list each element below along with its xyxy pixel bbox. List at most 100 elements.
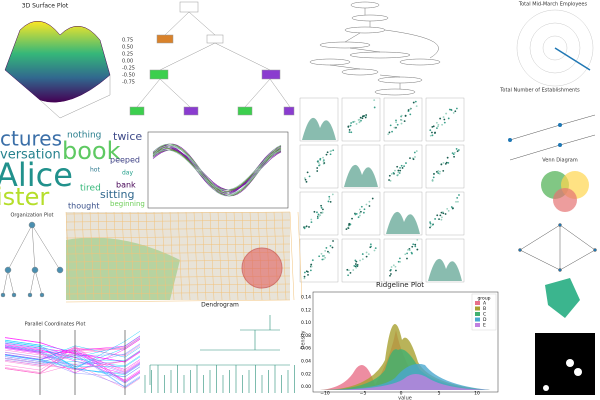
shape: [188, 11, 216, 36]
point: [412, 243, 415, 246]
point: [444, 213, 447, 215]
street: [65, 291, 291, 295]
point: [359, 210, 362, 213]
y-tick-label: 0.06: [301, 346, 311, 352]
shape: [2, 224, 61, 296]
point: [363, 114, 365, 117]
point: [452, 207, 454, 210]
shape: [593, 248, 597, 252]
tick-label: -0.75: [122, 80, 135, 86]
point: [409, 108, 412, 111]
grid: [542, 35, 568, 61]
street: [193, 211, 199, 301]
point: [390, 172, 393, 175]
street: [217, 211, 223, 301]
shape: [11, 292, 17, 298]
point: [429, 221, 432, 224]
point: [324, 256, 327, 259]
point: [353, 120, 356, 123]
point: [348, 222, 351, 225]
shape: [129, 106, 145, 116]
point: [447, 161, 450, 164]
point: [328, 198, 331, 200]
legend-swatch: [475, 317, 480, 322]
cell: [341, 238, 381, 283]
shape: 0.750.500.250.00-0.25-0.50-0.75: [122, 38, 135, 86]
point: [445, 161, 448, 164]
point: [322, 159, 325, 162]
shape: [31, 266, 39, 274]
word: nothing: [67, 131, 101, 141]
point: [394, 169, 396, 172]
point: [309, 269, 312, 272]
point: [303, 275, 306, 278]
word: ister: [0, 183, 49, 211]
point: [408, 249, 411, 252]
point: [316, 167, 319, 169]
cell: [299, 144, 339, 189]
point: [322, 208, 324, 211]
word: book: [62, 137, 121, 165]
point: [405, 162, 407, 164]
legend-swatch: [475, 323, 480, 327]
point: [326, 151, 329, 154]
point: [388, 174, 391, 177]
parallel-panel: Parallel Coordinates Plot: [4, 322, 141, 395]
point: [400, 164, 403, 167]
point: [346, 268, 349, 271]
word: hot: [90, 167, 100, 174]
point: [332, 149, 335, 152]
shape: [149, 69, 169, 80]
point: [390, 266, 393, 268]
point: [355, 260, 358, 263]
ridgeline-panel: Ridgeline Plot Density value 0.140.120.1…: [301, 281, 499, 400]
network: [518, 223, 597, 318]
street: [65, 235, 291, 239]
point: [442, 170, 445, 172]
point: [320, 252, 323, 255]
point: [357, 119, 360, 121]
point: [414, 243, 417, 246]
point: [414, 245, 417, 248]
point: [368, 200, 371, 203]
point: [441, 216, 443, 219]
shape: [558, 123, 562, 127]
street: [169, 211, 175, 301]
cell: [425, 238, 465, 283]
axis-label: value: [398, 396, 412, 400]
point: [358, 212, 361, 214]
point: [331, 246, 334, 249]
dendrogram-panel: Dendrogram: [144, 302, 295, 393]
y-tick-label: 0.02: [301, 371, 311, 377]
point: [350, 131, 353, 134]
point: [304, 178, 307, 181]
point: [395, 121, 398, 124]
point: [370, 245, 372, 248]
grid: [529, 22, 581, 74]
shape: [164, 11, 190, 36]
shape: [344, 26, 386, 34]
cell: [425, 97, 465, 142]
point: [439, 214, 442, 217]
point: [303, 177, 306, 180]
street: [233, 211, 239, 301]
point: [345, 228, 348, 231]
point: [453, 155, 455, 158]
point: [437, 125, 439, 128]
word: ctures: [0, 127, 62, 151]
point: [347, 125, 350, 128]
shape: [156, 34, 174, 44]
point: [437, 169, 440, 172]
point: [398, 172, 401, 174]
cell: [425, 144, 465, 189]
point: [325, 247, 328, 249]
shape: [320, 363, 490, 390]
tick-label: 0.50: [122, 45, 133, 51]
point: [399, 260, 402, 263]
point: [455, 200, 457, 203]
point: [457, 149, 460, 151]
point: [362, 211, 365, 214]
point: [436, 127, 438, 130]
point: [316, 170, 319, 172]
point: [407, 248, 409, 251]
